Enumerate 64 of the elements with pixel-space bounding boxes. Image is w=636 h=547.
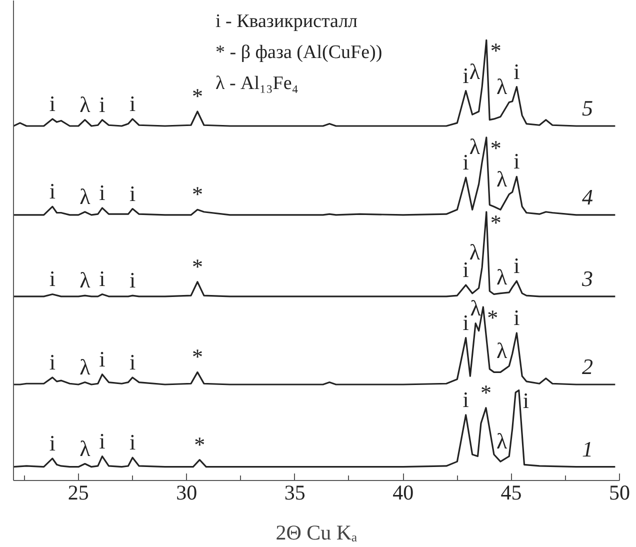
- x-tick-label: 30: [176, 480, 198, 504]
- annotation: *: [490, 38, 502, 64]
- annotation: i: [49, 430, 56, 456]
- annotation: i: [514, 58, 520, 84]
- annotation: i: [49, 266, 56, 292]
- annotation: i: [514, 148, 520, 174]
- series-label: 1: [582, 436, 593, 462]
- annotation: λ: [496, 338, 508, 364]
- annotation: i: [462, 62, 469, 88]
- series-label: 5: [582, 96, 593, 121]
- annotation: i: [462, 386, 469, 412]
- annotation: λ - Al₁₃Fe₄: [216, 73, 298, 94]
- annotation: λ: [80, 184, 91, 209]
- annotation: λ: [80, 354, 91, 380]
- annotation: *: [192, 344, 203, 370]
- series-label: 4: [582, 184, 593, 210]
- annotation: i: [49, 349, 56, 374]
- annotation: *: [192, 254, 203, 279]
- annotation: *: [194, 432, 206, 457]
- annotation: i: [99, 92, 106, 117]
- annotation: λ: [470, 295, 482, 320]
- annotation: i: [99, 346, 106, 372]
- x-tick-label: 40: [392, 480, 414, 504]
- x-tick-label: 25: [68, 480, 89, 504]
- annotation: i: [514, 304, 520, 330]
- annotation: i: [129, 90, 136, 116]
- annotation: *: [480, 380, 492, 405]
- series-label: 2: [582, 354, 593, 379]
- annotation: i: [99, 180, 106, 205]
- annotation: i: [129, 349, 136, 374]
- annotation: λ: [80, 268, 91, 293]
- x-tick-label: 45: [500, 480, 522, 504]
- annotation: λ: [469, 239, 480, 264]
- annotation: i: [462, 150, 469, 175]
- x-tick-label: 35: [284, 480, 306, 504]
- annotation: i: [49, 178, 56, 204]
- annotation: λ: [80, 92, 91, 117]
- annotation: * - β фаза (Al(CuFe)): [216, 42, 382, 63]
- annotation: i: [129, 430, 136, 455]
- annotation: λ: [496, 166, 508, 192]
- annotation: λ: [496, 74, 508, 100]
- annotation: λ: [469, 58, 480, 84]
- annotation: *: [192, 182, 203, 207]
- annotation: λ: [469, 134, 480, 160]
- annotation: λ: [80, 436, 91, 461]
- annotation: i: [49, 90, 56, 116]
- annotation: i: [514, 253, 520, 278]
- series-label: 3: [581, 266, 593, 291]
- annotation: *: [490, 210, 502, 235]
- annotation: λ: [496, 428, 508, 454]
- annotation: i: [462, 256, 469, 282]
- text: i - Квазикристалл: [216, 11, 358, 32]
- annotation: i: [522, 388, 529, 414]
- x-tick-label: 50: [609, 480, 630, 504]
- annotation: i: [129, 268, 136, 293]
- annotation: i: [99, 428, 106, 454]
- annotation: *: [490, 135, 502, 160]
- annotation: i: [99, 266, 106, 292]
- annotation: i: [129, 180, 136, 206]
- annotation: λ: [496, 264, 508, 290]
- annotation: *: [487, 304, 498, 330]
- annotation: i: [462, 310, 469, 335]
- x-axis-title: 2Θ Cu Kₐ: [276, 520, 358, 544]
- annotation: *: [192, 83, 203, 108]
